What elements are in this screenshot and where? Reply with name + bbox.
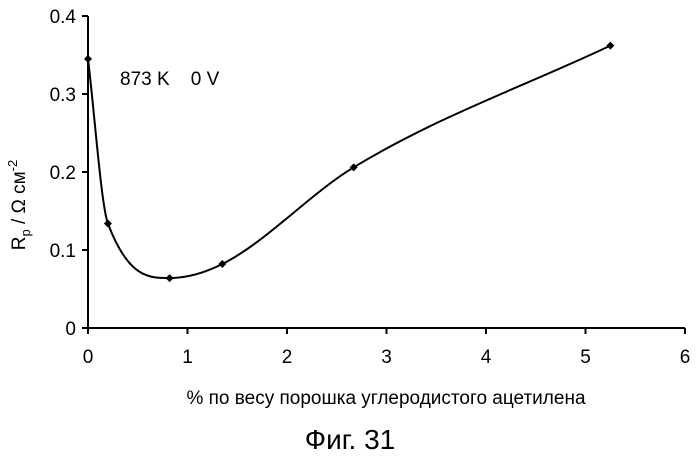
y-axis-label-rest: / Ω см: [9, 171, 30, 229]
x-tick-label: 0: [83, 347, 94, 368]
axes: [88, 16, 685, 328]
x-tick-label: 2: [282, 347, 293, 368]
data-point: [166, 274, 174, 282]
y-tick-label: 0.4: [50, 7, 77, 28]
data-point: [104, 219, 112, 227]
x-axis-label: % по весу порошка углеродистого ацетилен…: [186, 388, 585, 409]
y-tick-label: 0.2: [50, 163, 76, 184]
figure-caption: Фиг. 31: [305, 424, 395, 455]
x-tick-label: 3: [381, 347, 392, 368]
y-tick-label: 0.1: [50, 241, 76, 262]
annotation-label: 873 K 0 V: [120, 69, 220, 90]
data-point: [84, 55, 92, 63]
y-axis-label: Rp / Ω см-2: [5, 160, 33, 250]
y-axis-label-sub: p: [18, 229, 33, 236]
y-axis-label-main: R: [9, 236, 30, 250]
data-point: [606, 42, 614, 50]
x-ticks: 0 1 2 3 4 5 6: [83, 328, 691, 368]
y-tick-label: 0: [65, 319, 76, 340]
data-point: [218, 260, 226, 268]
y-axis-label-sup: -2: [5, 160, 20, 172]
x-tick-label: 1: [182, 347, 193, 368]
x-tick-label: 6: [680, 347, 691, 368]
x-tick-label: 5: [580, 347, 591, 368]
y-ticks: 0 0.1 0.2 0.3 0.4: [50, 7, 88, 340]
x-tick-label: 4: [481, 347, 492, 368]
y-tick-label: 0.3: [50, 85, 76, 106]
